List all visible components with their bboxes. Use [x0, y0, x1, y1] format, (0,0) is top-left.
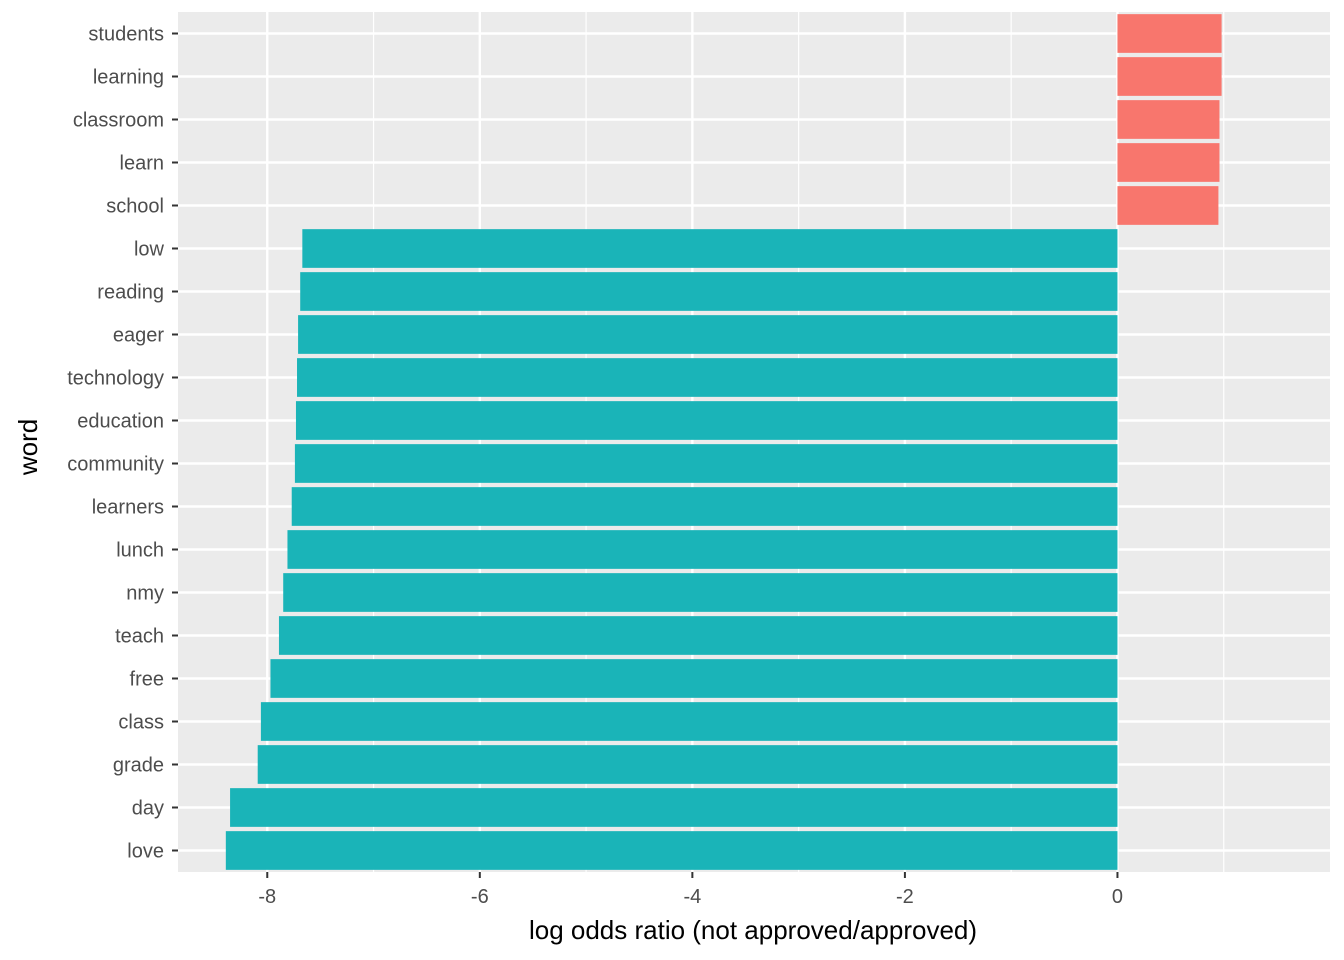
- bar-education: [295, 401, 1118, 440]
- y-tick-label: learning: [93, 67, 164, 89]
- y-tick-label: free: [130, 669, 164, 691]
- y-tick-label: nmy: [126, 583, 164, 605]
- y-tick-label: class: [118, 712, 164, 734]
- y-tick-label: eager: [113, 325, 164, 347]
- y-tick-label: school: [106, 196, 164, 218]
- x-tick-label: -6: [471, 886, 489, 908]
- bar-eager: [298, 315, 1118, 354]
- bar-learning: [1117, 57, 1222, 96]
- y-tick-label: community: [67, 454, 164, 476]
- x-axis-ticks: -8 -6 -4 -2 0: [258, 872, 1123, 908]
- y-tick-label: learners: [92, 497, 164, 519]
- x-tick-label: -8: [258, 886, 276, 908]
- y-tick-label: students: [88, 24, 164, 46]
- y-tick-label: love: [127, 841, 164, 863]
- y-tick-label: grade: [113, 755, 164, 777]
- bars: [225, 14, 1222, 870]
- bar-free: [270, 659, 1118, 698]
- y-axis-ticks: students learning classroom learn school low r…: [67, 24, 178, 863]
- bar-lunch: [287, 530, 1118, 569]
- y-tick-label: day: [132, 798, 164, 820]
- bar-day: [230, 788, 1118, 827]
- bar-students: [1117, 14, 1222, 53]
- y-tick-label: technology: [67, 368, 164, 390]
- bar-classroom: [1117, 100, 1220, 139]
- bar-low: [302, 229, 1118, 268]
- bar-learners: [291, 487, 1118, 526]
- y-axis-title: word: [13, 419, 43, 476]
- y-tick-label: learn: [120, 153, 164, 175]
- x-tick-label: -4: [683, 886, 701, 908]
- bar-school: [1117, 186, 1219, 225]
- bar-reading: [300, 272, 1118, 311]
- y-tick-label: low: [134, 239, 165, 261]
- y-tick-label: lunch: [116, 540, 164, 562]
- bar-community: [294, 444, 1118, 483]
- bar-love: [225, 831, 1118, 870]
- x-tick-label: 0: [1112, 886, 1123, 908]
- bar-teach: [278, 616, 1118, 655]
- y-tick-label: classroom: [73, 110, 164, 132]
- bar-grade: [257, 745, 1118, 784]
- bar-technology: [297, 358, 1118, 397]
- bar-nmy: [283, 573, 1118, 612]
- bar-learn: [1117, 143, 1220, 182]
- plot-panel: [178, 12, 1330, 872]
- y-tick-label: reading: [97, 282, 164, 304]
- x-tick-label: -2: [896, 886, 914, 908]
- bar-class: [260, 702, 1118, 741]
- y-tick-label: education: [77, 411, 164, 433]
- x-axis-title: log odds ratio (not approved/approved): [529, 915, 977, 945]
- y-tick-label: teach: [115, 626, 164, 648]
